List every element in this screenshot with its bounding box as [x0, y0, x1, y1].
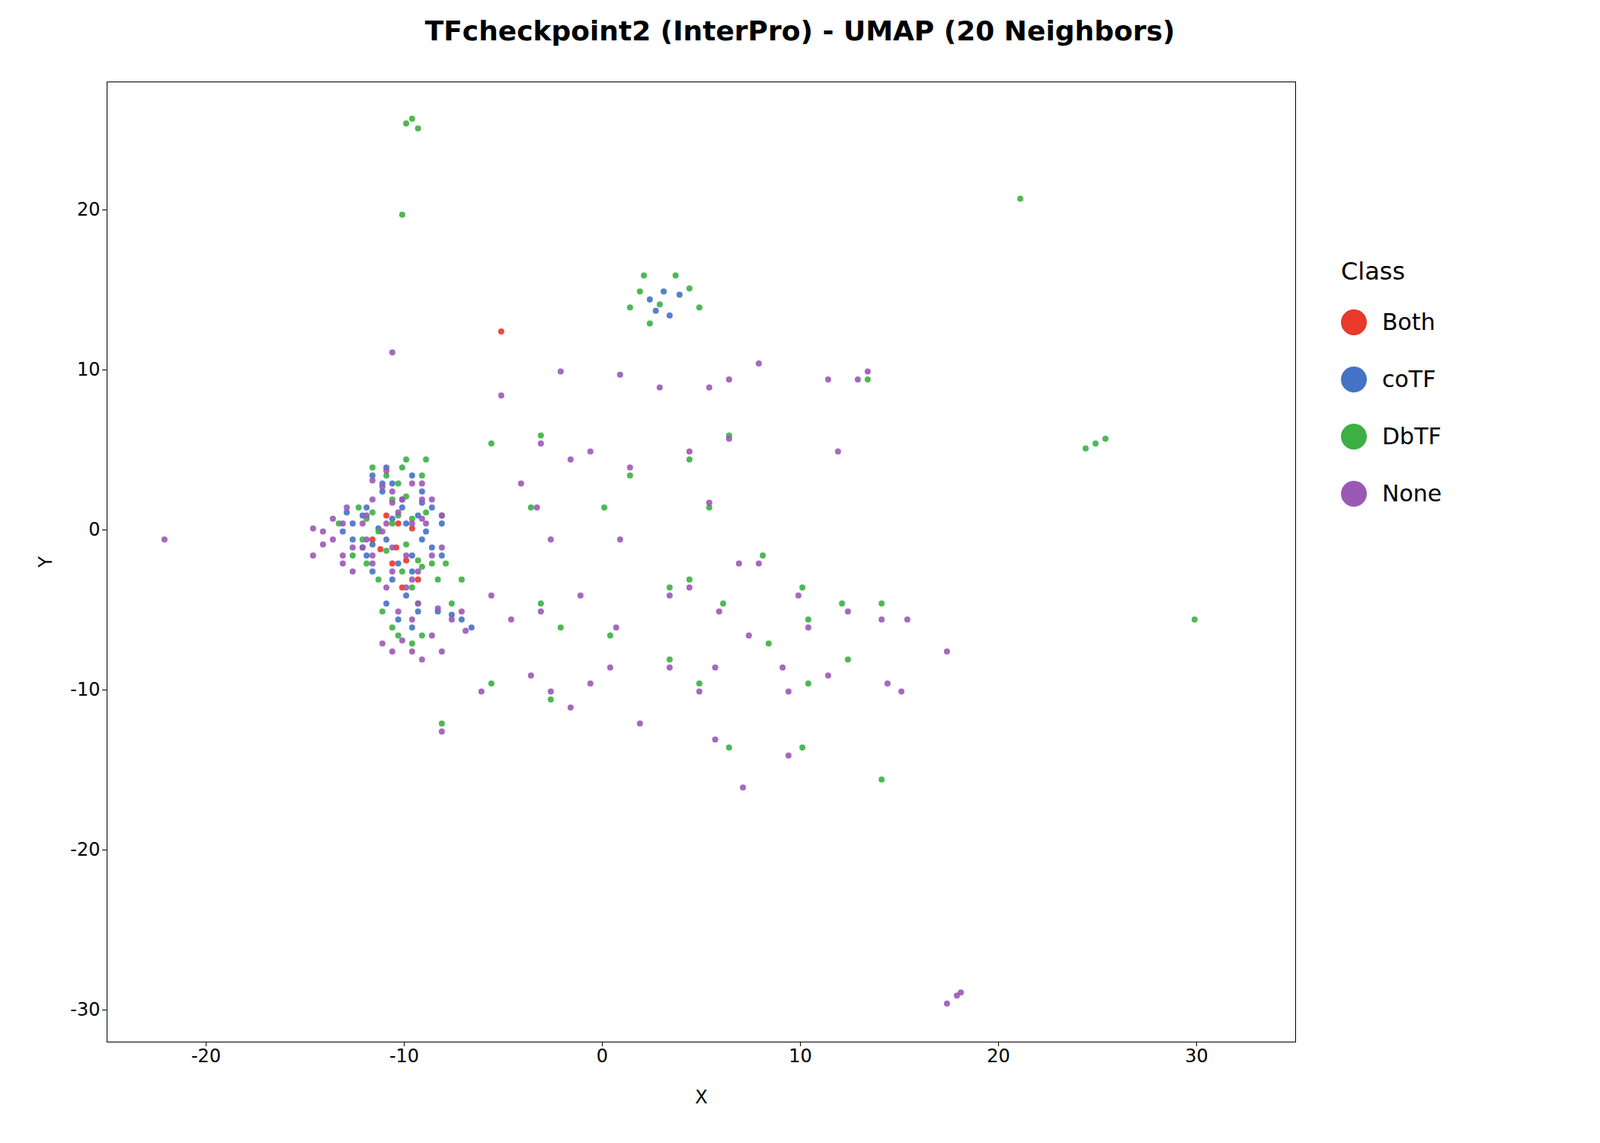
html-text:None: None	[1382, 480, 1442, 507]
svg-text:10: 10	[788, 1045, 813, 1067]
svg-text:X: X	[694, 1086, 708, 1108]
svg-text:20: 20	[76, 198, 101, 221]
svg-text:30: 30	[1184, 1045, 1209, 1067]
svg-text:-30: -30	[70, 998, 100, 1021]
svg-text:20: 20	[986, 1045, 1011, 1067]
svg-text:-20: -20	[70, 838, 100, 861]
html-text:coTF: coTF	[1382, 365, 1436, 393]
html-text:TFcheckpoint2 (InterPro) - UMA: TFcheckpoint2 (InterPro) - UMAP (20 Neig…	[424, 15, 1176, 47]
svg-text:-10: -10	[389, 1045, 420, 1067]
svg-text:Y: Y	[35, 556, 57, 569]
svg-text:10: 10	[76, 358, 101, 381]
svg-text:-10: -10	[70, 678, 100, 701]
svg-text:0: 0	[88, 518, 100, 541]
html-text:Class: Class	[1340, 256, 1406, 286]
html-text:DbTF: DbTF	[1382, 422, 1442, 450]
svg-text:0: 0	[596, 1045, 608, 1067]
html-text:Both: Both	[1382, 308, 1436, 336]
svg-text:-20: -20	[191, 1045, 221, 1067]
